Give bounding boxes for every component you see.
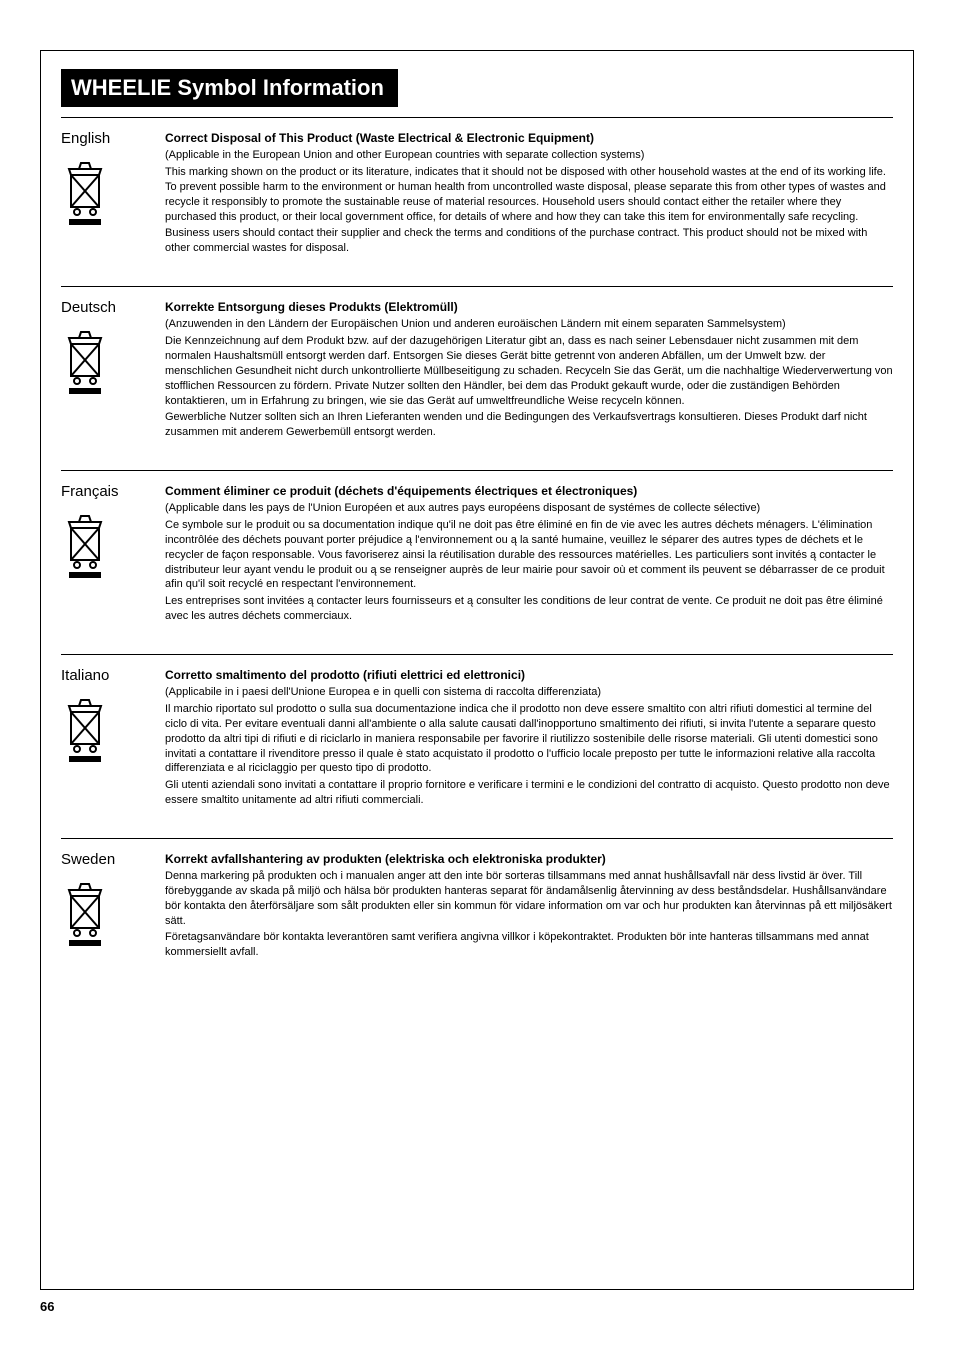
divider [61, 470, 893, 471]
lang-label: Italiano [61, 667, 147, 684]
section-body: Ce symbole sur le produit ou sa document… [165, 518, 893, 592]
section-body: Les entreprises sont invitées ą contacte… [165, 594, 893, 624]
page-frame: WHEELIE Symbol Information English [40, 50, 914, 1290]
section-body: Denna markering på produkten och i manua… [165, 869, 893, 928]
content-col: Korrekte Entsorgung dieses Produkts (Ele… [165, 299, 893, 442]
section-heading: Korrekte Entsorgung dieses Produkts (Ele… [165, 299, 893, 315]
weee-bin-icon [61, 510, 109, 582]
section-subheading: (Applicabile in i paesi dell'Unione Euro… [165, 685, 893, 700]
lang-label: Deutsch [61, 299, 147, 316]
section-english: English Correct Disposal of This Product… [61, 130, 893, 258]
content-col: Corretto smaltimento del prodotto (riﬁut… [165, 667, 893, 810]
weee-bin-icon [61, 878, 109, 950]
section-body: This marking shown on the product or its… [165, 165, 893, 224]
weee-bin-icon [61, 157, 109, 229]
content-col: Korrekt avfallshantering av produkten (e… [165, 851, 893, 962]
lang-col: Français [61, 483, 147, 582]
section-body: Il marchio riportato sul prodotto o sull… [165, 702, 893, 776]
lang-col: Deutsch [61, 299, 147, 398]
weee-bin-icon [61, 326, 109, 398]
page-number: 66 [40, 1299, 54, 1314]
lang-label: English [61, 130, 147, 147]
section-body: Business users should contact their supp… [165, 226, 893, 256]
section-subheading: (Applicable dans les pays de l'Union Eur… [165, 501, 893, 516]
section-body: Företagsanvändare bör kontakta leverantö… [165, 930, 893, 960]
content-col: Comment éliminer ce produit (déchets d'é… [165, 483, 893, 626]
page-title: WHEELIE Symbol Information [61, 69, 398, 107]
content-col: Correct Disposal of This Product (Waste … [165, 130, 893, 258]
section-subheading: (Anzuwenden in den Ländern der Europäisc… [165, 317, 893, 332]
divider [61, 286, 893, 287]
section-heading: Corretto smaltimento del prodotto (riﬁut… [165, 667, 893, 683]
section-subheading: (Applicable in the European Union and ot… [165, 148, 893, 163]
section-body: Gli utenti aziendali sono invitati a con… [165, 778, 893, 808]
lang-label: Français [61, 483, 147, 500]
lang-col: English [61, 130, 147, 229]
section-heading: Correct Disposal of This Product (Waste … [165, 130, 893, 146]
divider [61, 654, 893, 655]
weee-bin-icon [61, 694, 109, 766]
section-body: Die Kennzeichnung auf dem Produkt bzw. a… [165, 334, 893, 408]
section-heading: Comment éliminer ce produit (déchets d'é… [165, 483, 893, 499]
divider [61, 838, 893, 839]
page-wrap: WHEELIE Symbol Information English [40, 50, 914, 1290]
lang-label: Sweden [61, 851, 147, 868]
section-italiano: Italiano Corretto smaltimento del prodot… [61, 667, 893, 810]
divider [61, 117, 893, 118]
section-sweden: Sweden Korrekt avfallshantering av produ… [61, 851, 893, 962]
section-heading: Korrekt avfallshantering av produkten (e… [165, 851, 893, 867]
lang-col: Sweden [61, 851, 147, 950]
section-body: Gewerbliche Nutzer sollten sich an Ihren… [165, 410, 893, 440]
section-deutsch: Deutsch Korrekte Entsorgung dieses Produ… [61, 299, 893, 442]
section-francais: Français Comment éliminer ce produit (dé… [61, 483, 893, 626]
lang-col: Italiano [61, 667, 147, 766]
